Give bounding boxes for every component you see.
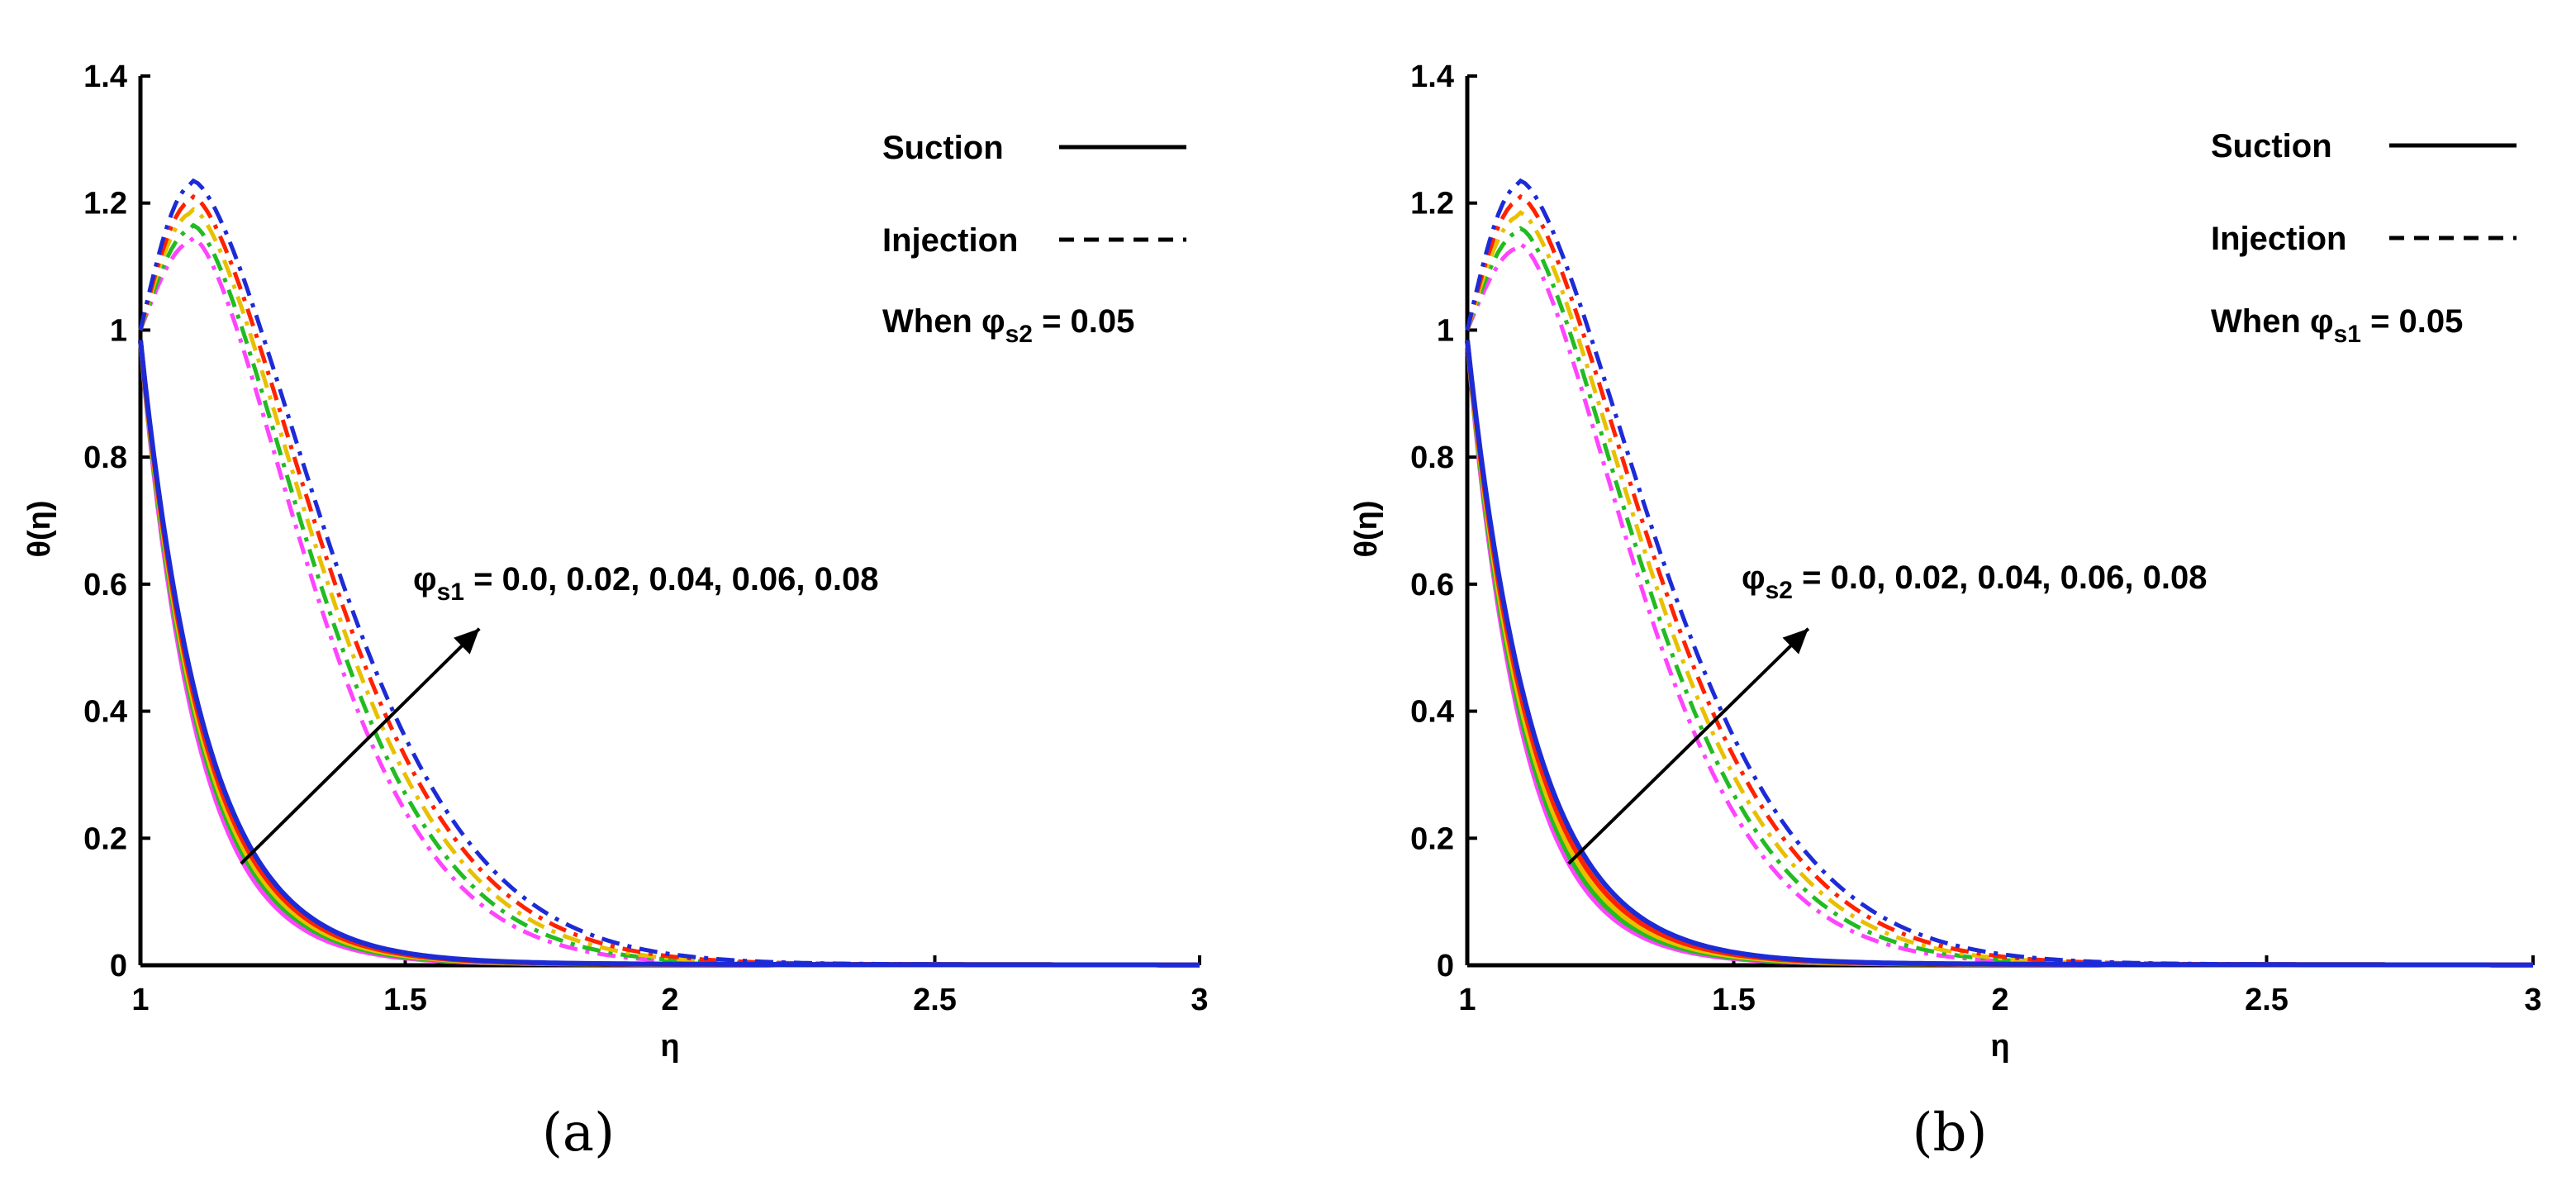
y-tick-label: 1 [1437,313,1454,348]
suction-line-3 [1465,340,2533,968]
chart-panel-a: 0 0.2 0.4 0.6 0.8 1 1.2 1.4 1 1.5 2 2.5 3 η θ(η) Suctio… [22,60,1209,1164]
x-tick-label: 3 [2524,983,2541,1017]
legend-label-solid: Suction [2211,128,2332,164]
y-tick-label: 1.2 [1410,187,1454,221]
suction-line-1 [138,340,1200,968]
trend-arrow-head [1782,628,1808,655]
injection-line-0 [138,235,1200,967]
legend-label-dashed: Injection [882,222,1018,259]
x-tick-label: 2.5 [2245,983,2288,1017]
trend-arrow-head [454,628,480,655]
legend-label-dashed: Injection [2211,221,2346,257]
y-tick-label: 0.4 [83,695,127,730]
x-tick-label: 3 [1191,983,1208,1017]
x-tick-label: 2.5 [913,983,957,1017]
parameter-annotation: φs1 = 0.0, 0.02, 0.04, 0.06, 0.08 [413,561,879,606]
y-tick-label: 0.4 [1410,695,1454,730]
suction-line-0 [1465,340,2533,968]
x-tick-label: 1.5 [383,983,427,1017]
legend-label-solid: Suction [882,130,1004,166]
suction-line-0 [138,340,1200,968]
suction-line-1 [1465,340,2533,968]
suction-line-2 [1465,340,2533,968]
x-tick-label: 2 [1991,983,2008,1017]
y-tick-label: 0.8 [1410,440,1454,475]
suction-line-4 [1465,340,2533,968]
y-tick-label: 0.6 [1410,568,1454,602]
y-tick-label: 1.4 [83,60,127,94]
y-axis-label: θ(η) [1349,500,1384,557]
y-tick-label: 0.2 [1410,821,1454,856]
trend-arrow-shaft [1567,627,1810,865]
x-axis-label: η [660,1029,679,1064]
x-tick-label: 2 [661,983,678,1017]
y-tick-label: 1.2 [83,187,127,221]
condition-text: When φs2 = 0.05 [882,303,1134,348]
x-tick-label: 1.5 [1712,983,1756,1017]
y-tick-label: 0.2 [83,821,127,856]
parameter-annotation: φs2 = 0.0, 0.02, 0.04, 0.06, 0.08 [1742,559,2208,604]
y-tick-label: 0.6 [83,568,127,602]
suction-line-2 [138,340,1200,968]
y-tick-label: 1.4 [1410,60,1454,94]
x-tick-label: 1 [131,983,149,1017]
y-tick-label: 0 [1437,949,1454,983]
chart-panel-b: 0 0.2 0.4 0.6 0.8 1 1.2 1.4 1 1.5 2 2.5 3 η θ(η) Suctio… [1349,60,2542,1164]
suction-line-3 [138,340,1200,968]
y-tick-label: 0.8 [83,440,127,475]
condition-text: When φs1 = 0.05 [2211,303,2463,348]
trend-arrow-shaft [240,627,481,865]
y-axis-label: θ(η) [22,500,57,557]
y-tick-label: 1 [110,313,127,348]
x-axis-label: η [1990,1029,2009,1064]
panel-caption: (b) [1913,1102,1988,1164]
injection-line-0 [1465,241,2533,967]
injection-line-4 [138,178,1200,967]
y-tick-label: 0 [110,949,127,983]
panel-caption: (a) [542,1102,615,1164]
x-tick-label: 1 [1458,983,1476,1017]
suction-line-4 [138,340,1200,968]
